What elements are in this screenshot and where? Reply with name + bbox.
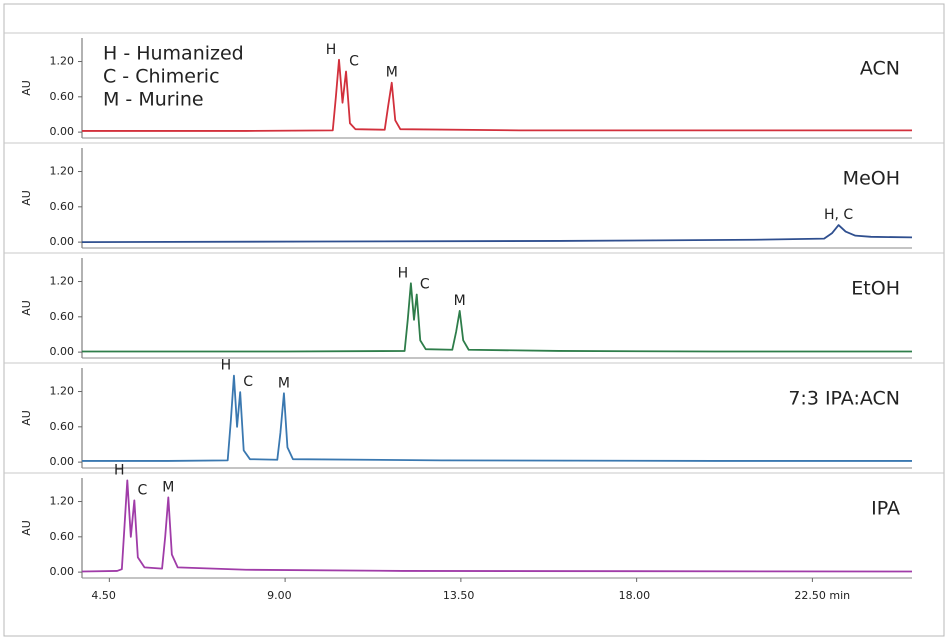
y-tick-label: 0.60 [50, 200, 75, 213]
y-axis-label: AU [20, 410, 33, 426]
peak-label: C [349, 54, 359, 70]
y-tick-label: 0.00 [50, 345, 75, 358]
x-tick-label: 4.50 [91, 589, 116, 602]
y-tick-label: 1.20 [50, 275, 75, 288]
peak-label: M [454, 293, 466, 309]
panel-title: EtOH [851, 278, 900, 300]
peak-label: H [398, 265, 409, 281]
y-tick-label: 0.00 [50, 235, 75, 248]
y-tick-label: 0.60 [50, 530, 75, 543]
x-tick-label: 13.50 [443, 589, 475, 602]
panel-title: IPA [871, 498, 900, 520]
legend-note: C - Chimeric [103, 66, 220, 88]
x-tick-label: 18.00 [619, 589, 651, 602]
y-tick-label: 1.20 [50, 385, 75, 398]
peak-label: H [114, 462, 125, 478]
trace [82, 282, 912, 353]
x-tick-label: 9.00 [267, 589, 292, 602]
y-axis-label: AU [20, 80, 33, 96]
peak-label: M [278, 375, 290, 391]
peak-label: C [137, 482, 147, 498]
x-tick-label: 22.50 min [794, 589, 850, 602]
peak-label: H [326, 42, 337, 58]
peak-label: H [221, 358, 232, 374]
y-tick-label: 0.60 [50, 420, 75, 433]
y-tick-label: 0.00 [50, 565, 75, 578]
peak-label: C [243, 374, 253, 390]
y-tick-label: 0.60 [50, 310, 75, 323]
legend-note: M - Murine [103, 89, 204, 111]
frame [3, 3, 945, 637]
peak-label: H, C [824, 207, 853, 223]
y-tick-label: 1.20 [50, 495, 75, 508]
panel-title: ACN [860, 58, 900, 80]
y-tick-label: 1.20 [50, 55, 75, 68]
y-tick-label: 0.00 [50, 455, 75, 468]
trace [82, 58, 912, 132]
y-tick-label: 1.20 [50, 165, 75, 178]
legend-note: H - Humanized [103, 43, 244, 65]
trace [81, 479, 913, 573]
peak-label: M [386, 65, 398, 81]
trace [81, 224, 913, 244]
panel-title: MeOH [843, 168, 900, 190]
peak-label: C [420, 276, 430, 292]
y-tick-label: 0.00 [50, 125, 75, 138]
y-axis-label: AU [20, 300, 33, 316]
y-axis-label: AU [20, 190, 33, 206]
y-tick-label: 0.60 [50, 90, 75, 103]
y-axis-label: AU [20, 520, 33, 536]
peak-label: M [162, 479, 174, 495]
trace [82, 374, 912, 462]
panel-title: 7:3 IPA:ACN [788, 388, 900, 410]
